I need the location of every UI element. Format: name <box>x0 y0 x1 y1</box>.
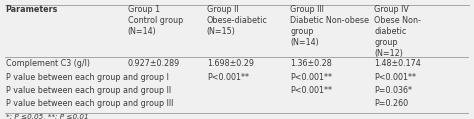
Text: P=0.260: P=0.260 <box>374 99 408 108</box>
Text: 0.927±0.289: 0.927±0.289 <box>128 60 180 69</box>
Text: 1.36±0.28: 1.36±0.28 <box>291 60 332 69</box>
Text: Parameters: Parameters <box>6 5 58 14</box>
Text: Group 1
Control group
(N=14): Group 1 Control group (N=14) <box>128 5 183 36</box>
Text: P value between each group and group III: P value between each group and group III <box>6 99 173 108</box>
Text: P value between each group and group II: P value between each group and group II <box>6 86 171 95</box>
Text: P<0.001**: P<0.001** <box>291 73 332 82</box>
Text: Group III
Diabetic Non-obese
group
(N=14): Group III Diabetic Non-obese group (N=14… <box>291 5 369 47</box>
Text: Group IV
Obese Non-
diabetic
group
(N=12): Group IV Obese Non- diabetic group (N=12… <box>374 5 421 58</box>
Text: 1.698±0.29: 1.698±0.29 <box>207 60 254 69</box>
Text: P<0.001**: P<0.001** <box>374 73 416 82</box>
Text: 1.48±0.174: 1.48±0.174 <box>374 60 421 69</box>
Text: P<0.001**: P<0.001** <box>291 86 332 95</box>
Text: Complement C3 (g/l): Complement C3 (g/l) <box>6 60 90 69</box>
Text: P<0.001**: P<0.001** <box>207 73 249 82</box>
Text: *: P ≤0.05, **: P ≤0.01: *: P ≤0.05, **: P ≤0.01 <box>6 114 88 119</box>
Text: P value between each group and group I: P value between each group and group I <box>6 73 169 82</box>
Text: P=0.036*: P=0.036* <box>374 86 412 95</box>
Text: Group II
Obese-diabetic
(N=15): Group II Obese-diabetic (N=15) <box>207 5 268 36</box>
